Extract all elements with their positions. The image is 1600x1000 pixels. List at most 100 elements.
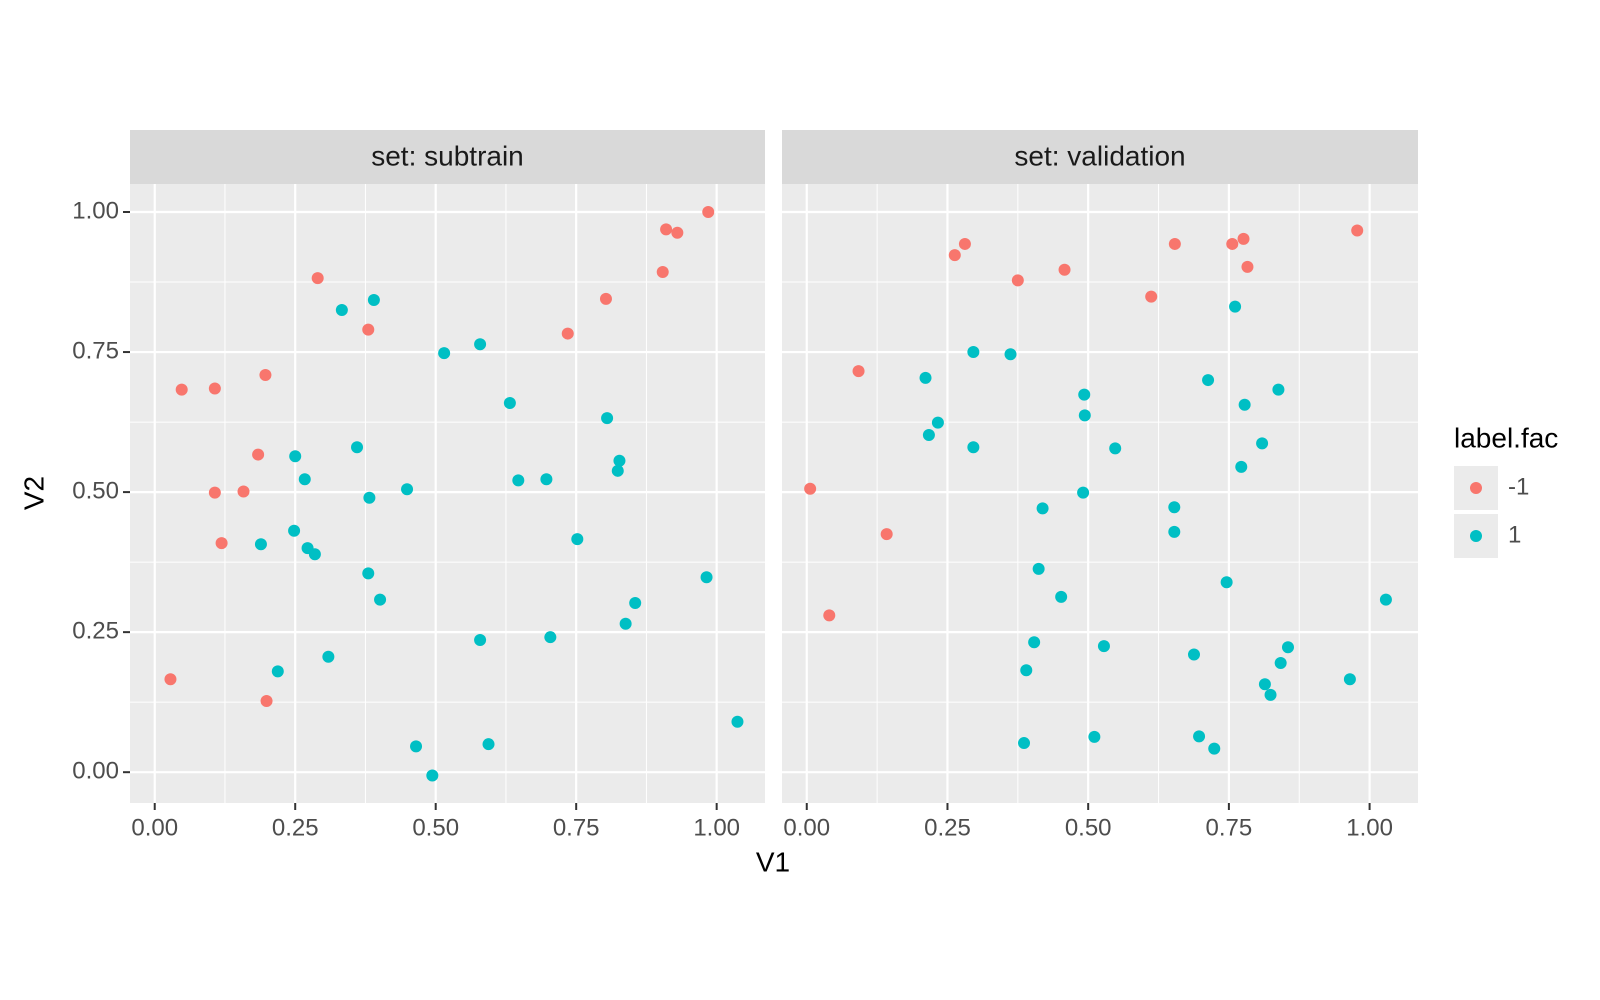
point bbox=[1011, 274, 1024, 287]
point bbox=[1077, 486, 1090, 499]
point bbox=[1168, 237, 1181, 250]
point bbox=[474, 633, 487, 646]
point bbox=[308, 548, 321, 561]
point bbox=[362, 567, 375, 580]
point bbox=[702, 206, 715, 219]
point bbox=[410, 740, 423, 753]
point bbox=[1264, 688, 1277, 701]
point bbox=[1004, 348, 1017, 361]
point bbox=[599, 292, 612, 305]
point bbox=[1088, 730, 1101, 743]
legend-marker bbox=[1470, 530, 1482, 542]
point bbox=[1379, 593, 1392, 606]
point bbox=[1281, 641, 1294, 654]
point bbox=[731, 715, 744, 728]
x-tick-label: 0.50 bbox=[1065, 814, 1112, 841]
point bbox=[367, 293, 380, 306]
point bbox=[922, 428, 935, 441]
y-tick-label: 1.00 bbox=[72, 197, 119, 224]
point bbox=[259, 369, 272, 382]
point bbox=[852, 365, 865, 378]
point bbox=[561, 327, 574, 340]
x-tick-label: 1.00 bbox=[1346, 814, 1393, 841]
point bbox=[1168, 525, 1181, 538]
point bbox=[1078, 388, 1091, 401]
point bbox=[1256, 437, 1269, 450]
point bbox=[948, 249, 961, 262]
point bbox=[1238, 398, 1251, 411]
point bbox=[967, 346, 980, 359]
point bbox=[401, 483, 414, 496]
point bbox=[1274, 656, 1287, 669]
point bbox=[1208, 742, 1221, 755]
x-tick-label: 0.25 bbox=[272, 814, 319, 841]
point bbox=[1187, 648, 1200, 661]
point bbox=[208, 382, 221, 395]
point bbox=[363, 491, 376, 504]
legend-title: label.fac bbox=[1454, 422, 1558, 453]
point bbox=[1032, 562, 1045, 575]
point bbox=[252, 448, 265, 461]
point bbox=[613, 454, 626, 467]
point bbox=[438, 347, 451, 360]
point bbox=[1272, 383, 1285, 396]
facet-title: set: validation bbox=[1014, 140, 1185, 171]
point bbox=[1109, 442, 1122, 455]
point bbox=[1193, 730, 1206, 743]
point bbox=[362, 323, 375, 336]
point bbox=[1229, 300, 1242, 313]
point bbox=[482, 738, 495, 751]
point bbox=[175, 383, 188, 396]
y-axis-label: V2 bbox=[18, 476, 49, 510]
x-tick-label: 0.75 bbox=[553, 814, 600, 841]
y-tick-label: 0.50 bbox=[72, 477, 119, 504]
point bbox=[1241, 260, 1254, 273]
point bbox=[335, 304, 348, 317]
point bbox=[958, 237, 971, 250]
point bbox=[1235, 460, 1248, 473]
point bbox=[611, 464, 624, 477]
point bbox=[601, 412, 614, 425]
point bbox=[289, 450, 302, 463]
point bbox=[1220, 576, 1233, 589]
point bbox=[880, 528, 893, 541]
point bbox=[1058, 263, 1071, 276]
point bbox=[967, 441, 980, 454]
point bbox=[1168, 501, 1181, 514]
point bbox=[208, 486, 221, 499]
point bbox=[374, 593, 387, 606]
facet-title: set: subtrain bbox=[371, 140, 524, 171]
legend-label: 1 bbox=[1508, 521, 1521, 548]
point bbox=[254, 538, 267, 551]
point bbox=[804, 482, 817, 495]
point bbox=[823, 609, 836, 622]
strip-background bbox=[130, 130, 765, 184]
point bbox=[1055, 590, 1068, 603]
point bbox=[1226, 237, 1239, 250]
point bbox=[271, 665, 284, 678]
point bbox=[503, 397, 516, 410]
point bbox=[512, 474, 525, 487]
point bbox=[919, 371, 932, 384]
x-tick-label: 1.00 bbox=[693, 814, 740, 841]
panel-background bbox=[782, 184, 1418, 803]
point bbox=[237, 485, 250, 498]
point bbox=[474, 338, 487, 351]
point bbox=[1020, 664, 1033, 677]
point bbox=[1202, 374, 1215, 387]
panel-background bbox=[130, 184, 765, 803]
x-axis-label: V1 bbox=[756, 846, 790, 877]
point bbox=[544, 631, 557, 644]
point bbox=[298, 473, 311, 486]
point bbox=[215, 537, 228, 550]
point bbox=[288, 524, 301, 537]
x-tick-label: 0.25 bbox=[924, 814, 971, 841]
point bbox=[1237, 232, 1250, 245]
x-tick-label: 0.00 bbox=[131, 814, 178, 841]
point bbox=[1351, 224, 1364, 237]
x-tick-label: 0.00 bbox=[783, 814, 830, 841]
x-tick-label: 0.50 bbox=[412, 814, 459, 841]
point bbox=[629, 597, 642, 610]
point bbox=[351, 441, 364, 454]
